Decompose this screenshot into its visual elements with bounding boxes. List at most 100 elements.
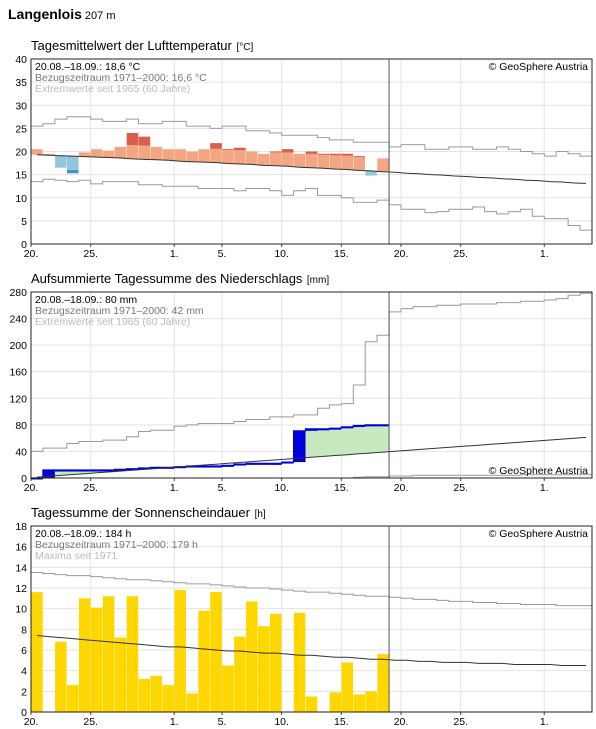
temp-anomaly-bar xyxy=(210,143,222,163)
x-tick-label: 1. xyxy=(170,716,179,728)
temp-anomaly-bar-strong xyxy=(341,153,354,156)
sun-bar xyxy=(353,694,366,712)
precip-daily-bar xyxy=(31,478,43,480)
temp-anomaly-bar xyxy=(317,153,330,169)
y-tick-label: 4 xyxy=(21,666,27,678)
precip-daily-bar xyxy=(42,470,55,478)
y-tick-label: 18 xyxy=(15,521,27,533)
sun-chart: 0 2 4 6 8 10 12 14 16 18 20. 25. 1. 5. 10. 15. 20. 25. 1. 2… xyxy=(15,521,593,728)
x-tick-label: 15. xyxy=(334,716,349,728)
x-tick-label: 25. xyxy=(83,482,98,494)
x-tick-label: 1. xyxy=(540,716,549,728)
precip-daily-bar xyxy=(365,424,378,427)
precip-daily-bar xyxy=(186,466,199,468)
temp-anomaly-bar xyxy=(377,158,389,172)
precip-daily-bar xyxy=(198,466,211,468)
y-tick-label: 12 xyxy=(15,583,27,595)
sun-bar xyxy=(186,693,198,712)
sun-bar xyxy=(150,675,163,712)
info-line-3: Extremwerte seit 1965 (60 Jahre) xyxy=(35,316,190,328)
temp-anomaly-bar xyxy=(90,149,103,158)
precip-daily-bar xyxy=(245,463,258,465)
temp-anomaly-bar-strong xyxy=(234,147,246,151)
temp-anomaly-bar xyxy=(353,156,366,171)
precip-daily-bar xyxy=(329,428,342,430)
y-tick-label: 40 xyxy=(15,54,27,66)
temp-anomaly-bar xyxy=(78,152,91,157)
sun-bar xyxy=(31,592,43,712)
precip-daily-bar xyxy=(126,468,139,471)
sun-chart-title: Tagessumme der Sonnenscheindauer xyxy=(31,505,251,520)
precip-daily-bar xyxy=(305,428,318,431)
x-tick-label: 20. xyxy=(24,482,39,494)
precip-daily-bar xyxy=(66,470,79,472)
info-line-2: Bezugszeitraum 1971–2000: 179 h xyxy=(35,539,198,551)
temp-anomaly-bar xyxy=(138,136,151,160)
temp-anomaly-bar-strong xyxy=(126,133,139,146)
precip-daily-bar xyxy=(281,462,294,464)
copyright-label: © GeoSphere Austria xyxy=(489,528,589,540)
temp-anomaly-bar xyxy=(198,149,210,163)
info-line-2: Bezugszeitraum 1971–2000: 42 mm xyxy=(35,305,204,317)
temp-anomaly-bar-strong xyxy=(317,153,330,155)
plot-frame xyxy=(30,58,593,245)
temp-anomaly-bar xyxy=(150,146,163,160)
temp-anomaly-bar xyxy=(269,151,282,166)
temp-anomaly-bar xyxy=(114,146,127,158)
y-tick-label: 16 xyxy=(15,542,27,554)
info-line-1: 20.08.–18.09.: 18,6 °C xyxy=(35,61,141,73)
precip-daily-bar xyxy=(341,426,354,429)
temp-anomaly-bar-strong xyxy=(222,149,234,150)
sun-bar xyxy=(222,665,234,712)
sun-bar xyxy=(138,678,151,712)
precip-daily-bar xyxy=(317,428,330,431)
x-tick-label: 10. xyxy=(274,248,289,260)
precip-chart: 0 40 80 120 160 200 240 280 20. 25. 1. 5. 10. 15. 20. 2… xyxy=(9,287,593,494)
info-line-2: Bezugszeitraum 1971–2000: 16,6 °C xyxy=(35,72,207,84)
precip-cumulative-line xyxy=(31,424,390,479)
sun-bar xyxy=(305,696,318,712)
y-tick-label: 8 xyxy=(21,624,27,636)
y-tick-label: 14 xyxy=(15,562,27,574)
climate-mean-line xyxy=(36,154,587,184)
sun-bar xyxy=(67,685,79,712)
temp-anomaly-bar xyxy=(365,170,377,176)
temp-anomaly-bar xyxy=(162,149,175,161)
y-tick-label: 15 xyxy=(15,170,27,182)
temp-anomaly-bar xyxy=(31,149,43,155)
sun-bar xyxy=(257,626,270,712)
x-tick-label: 15. xyxy=(334,482,349,494)
temp-anomaly-bar-strong xyxy=(305,151,318,154)
y-tick-label: 80 xyxy=(15,420,27,432)
temp-anomaly-bar xyxy=(305,151,318,168)
precip-daily-bar xyxy=(162,467,175,469)
x-tick-label: 1. xyxy=(540,482,549,494)
temp-anomaly-bar xyxy=(341,153,354,170)
temp-anomaly-bar xyxy=(293,153,306,168)
sun-bar xyxy=(269,613,282,712)
temp-anomaly-bar-strong xyxy=(329,153,342,156)
sun-bar xyxy=(114,637,127,712)
temp-anomaly-bar xyxy=(126,133,139,159)
precip-daily-bar xyxy=(210,466,222,468)
precip-daily-bar xyxy=(233,464,246,466)
maximum-line xyxy=(31,292,592,452)
temp-anomaly-bar xyxy=(43,153,55,156)
temp-anomaly-bar-strong xyxy=(67,170,79,174)
x-tick-label: 25. xyxy=(453,716,468,728)
y-tick-label: 35 xyxy=(15,77,27,89)
x-tick-label: 25. xyxy=(453,482,468,494)
sun-bar xyxy=(329,692,342,712)
x-tick-label: 20. xyxy=(394,248,409,260)
precip-surplus-area xyxy=(42,424,390,477)
temp-anomaly-bar-strong xyxy=(210,143,222,149)
y-tick-label: 0 xyxy=(21,473,27,485)
temp-chart: 0 5 10 15 20 25 30 35 40 20. 25. 1. 5. 10. 15. 20. 25. 1.… xyxy=(15,54,593,260)
x-tick-label: 5. xyxy=(218,716,227,728)
x-tick-label: 20. xyxy=(394,716,409,728)
temp-anomaly-bar-strong xyxy=(281,149,294,153)
sun-bar xyxy=(246,601,258,712)
x-tick-label: 5. xyxy=(218,248,227,260)
y-tick-label: 200 xyxy=(9,340,27,352)
y-tick-label: 2 xyxy=(21,686,27,698)
